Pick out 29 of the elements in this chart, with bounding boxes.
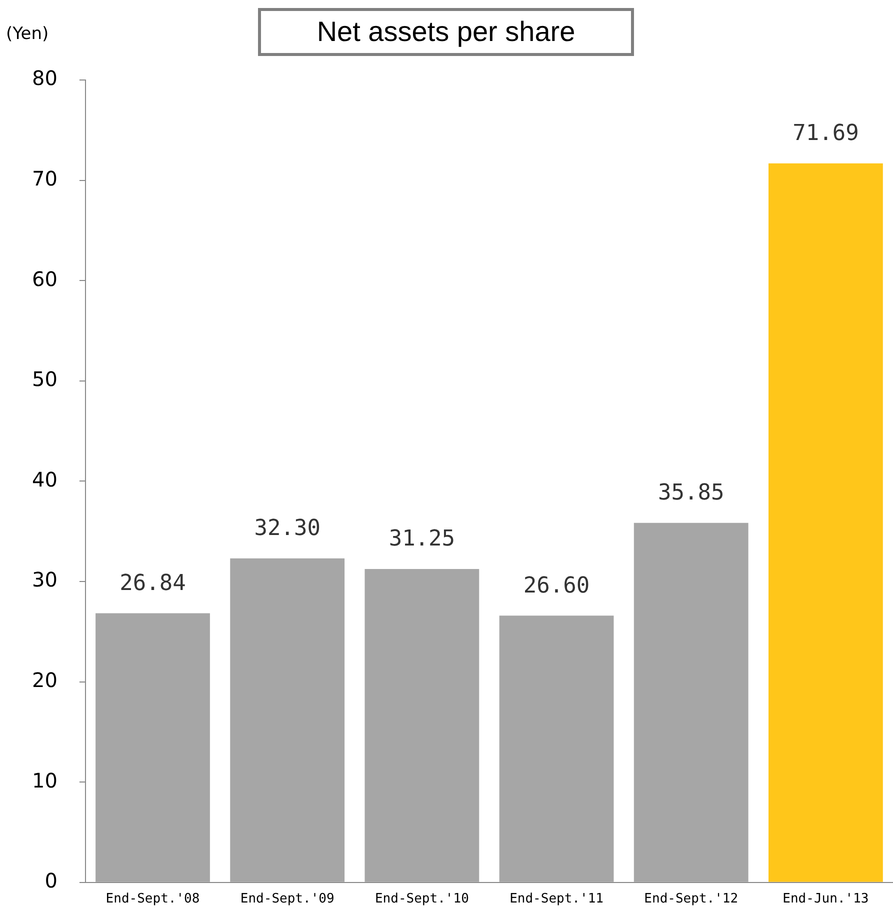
x-tick-label: End-Sept.'12 [644,892,738,907]
y-tick-label: 10 [32,768,58,792]
x-tick-label: End-Sept.'08 [106,892,200,907]
bar [499,616,614,882]
bar [364,568,480,882]
x-tick-label: End-Sept.'10 [374,892,469,907]
bar [768,163,883,882]
y-tick-label: 60 [32,266,58,291]
y-tick-label: 70 [32,166,58,191]
data-label: 71.69 [792,121,859,146]
x-tick-label: End-Jun.'13 [782,892,869,907]
y-tick-label: 80 [32,66,58,90]
y-tick-label: 30 [32,568,58,592]
x-tick-label: End-Sept.'09 [240,892,334,907]
chart-title: Net assets per share [258,8,634,56]
bar [96,613,210,882]
y-axis-title: (Yen) [6,24,49,44]
y-tick-label: 50 [32,367,58,392]
data-label: 31.25 [388,526,456,552]
bar [634,522,748,882]
y-tick-label: 0 [44,868,58,893]
bar [230,558,345,882]
y-tick-label: 40 [32,467,58,492]
data-label: 26.84 [120,570,186,596]
data-label: 32.30 [254,516,320,542]
y-tick-label: 20 [32,668,58,692]
data-label: 35.85 [658,480,724,506]
data-label: 26.60 [523,573,590,598]
x-tick-label: End-Sept.'11 [510,892,604,907]
